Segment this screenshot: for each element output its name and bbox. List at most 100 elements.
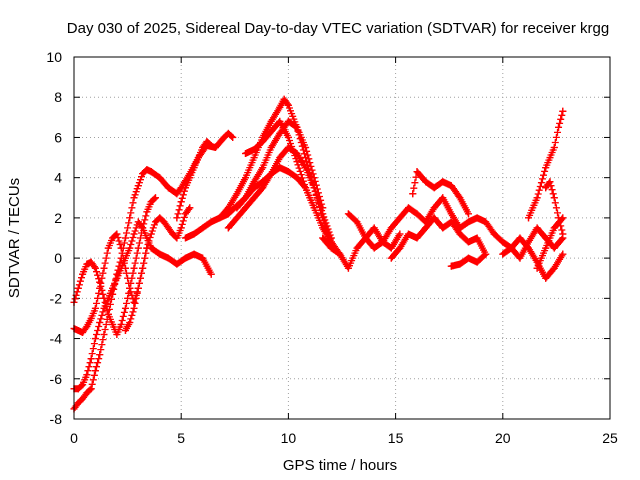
- data-point: [130, 264, 138, 272]
- data-point: [546, 178, 554, 186]
- y-tick-label: 0: [54, 250, 62, 266]
- data-point: [177, 198, 185, 206]
- data-point: [404, 230, 412, 238]
- data-point: [550, 144, 558, 151]
- data-point: [516, 254, 524, 262]
- data-point: [336, 250, 344, 258]
- data-point: [181, 184, 189, 192]
- data-point: [134, 182, 142, 190]
- data-point: [156, 174, 164, 182]
- data-point: [439, 224, 447, 232]
- x-tick-label: 25: [602, 430, 618, 446]
- data-point: [242, 194, 250, 202]
- data-point: [79, 381, 87, 389]
- data-point: [447, 218, 455, 226]
- data-point: [546, 154, 554, 162]
- data-point: [121, 234, 129, 242]
- data-point: [284, 144, 292, 151]
- data-point: [473, 214, 481, 222]
- data-point: [91, 264, 99, 272]
- data-point: [276, 103, 284, 111]
- data-point: [74, 327, 82, 335]
- data-point: [267, 117, 275, 125]
- data-point: [319, 234, 327, 242]
- series-track-15: [387, 214, 490, 262]
- data-point: [130, 298, 138, 306]
- data-point: [96, 278, 104, 286]
- data-point: [473, 234, 481, 242]
- x-axis-label: GPS time / hours: [283, 457, 397, 474]
- data-point: [100, 264, 108, 272]
- data-point: [194, 154, 202, 162]
- data-point: [396, 244, 404, 252]
- data-point: [464, 210, 472, 218]
- data-point: [207, 141, 215, 149]
- data-series: [70, 95, 567, 413]
- data-point: [173, 214, 181, 222]
- data-point: [464, 218, 472, 226]
- data-point: [482, 250, 490, 258]
- data-point: [413, 168, 421, 176]
- data-point: [507, 244, 515, 252]
- data-point: [542, 164, 550, 172]
- data-point: [139, 264, 147, 272]
- data-point: [409, 190, 417, 198]
- data-point: [173, 190, 181, 198]
- data-point: [242, 150, 250, 158]
- data-point: [542, 244, 550, 252]
- data-point: [284, 133, 292, 141]
- data-point: [233, 190, 241, 198]
- data-point: [74, 385, 82, 393]
- tick-labels: 0 5 10 15 20 25 -8 -6 -4 -2 0 2 4 6 8 10: [46, 49, 618, 446]
- series-track-22: [542, 178, 567, 238]
- data-point: [199, 224, 207, 232]
- data-point: [100, 294, 108, 302]
- data-point: [109, 284, 117, 292]
- data-point: [139, 224, 147, 232]
- data-point: [147, 230, 155, 238]
- data-point: [212, 144, 220, 151]
- data-point: [396, 214, 404, 222]
- data-point: [186, 174, 194, 182]
- data-point: [91, 335, 99, 343]
- data-point: [344, 210, 352, 218]
- data-point: [134, 244, 142, 252]
- data-point: [302, 164, 310, 172]
- data-point: [79, 395, 87, 403]
- data-point: [83, 322, 91, 330]
- data-point: [224, 129, 232, 137]
- data-point: [220, 133, 228, 141]
- data-point: [267, 127, 275, 135]
- data-point: [143, 166, 151, 174]
- data-point: [447, 182, 455, 190]
- data-point: [439, 194, 447, 202]
- data-point: [559, 250, 567, 258]
- plot-border: [73, 56, 611, 420]
- data-point: [169, 230, 177, 238]
- data-point: [156, 214, 164, 222]
- data-point: [550, 194, 558, 202]
- data-point: [276, 117, 284, 125]
- data-point: [216, 214, 224, 222]
- x-tick-label: 0: [70, 430, 78, 446]
- data-point: [387, 224, 395, 232]
- data-point: [370, 244, 378, 252]
- data-point: [164, 184, 172, 192]
- data-point: [147, 198, 155, 206]
- data-point: [413, 234, 421, 242]
- data-point: [121, 327, 129, 335]
- y-tick-label: 10: [46, 49, 62, 65]
- data-point: [134, 218, 142, 226]
- data-point: [293, 158, 301, 166]
- data-point: [96, 318, 104, 326]
- data-point: [109, 234, 117, 242]
- data-point: [104, 310, 112, 318]
- data-point: [190, 164, 198, 172]
- data-point: [186, 204, 194, 212]
- data-point: [533, 194, 541, 202]
- data-point: [430, 184, 438, 192]
- series-track-19: [499, 234, 567, 282]
- data-point: [447, 262, 455, 270]
- data-point: [327, 234, 335, 242]
- data-point: [164, 224, 172, 232]
